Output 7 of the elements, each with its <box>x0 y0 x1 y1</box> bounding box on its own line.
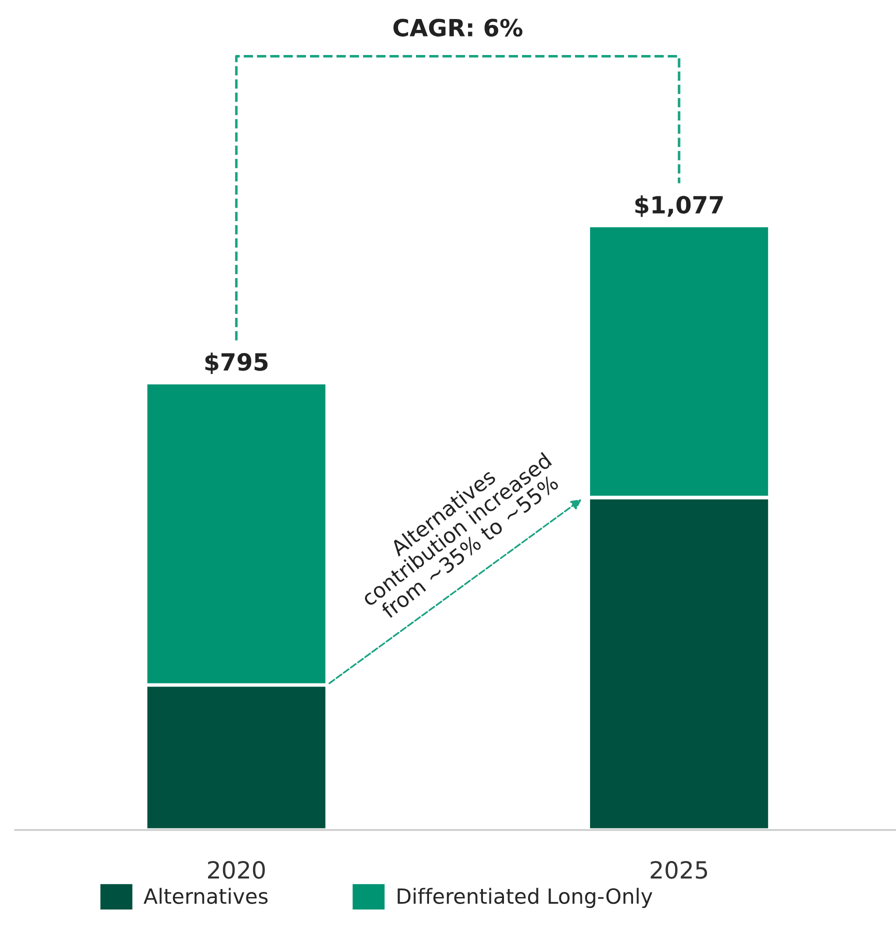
text: CAGR: 6% <box>393 18 522 37</box>
legend-label: Differentiated Long-Only <box>398 888 652 908</box>
annotation: $1,077 <box>635 195 723 217</box>
annotation: $795 <box>205 352 268 374</box>
legend-label: Alternatives <box>144 888 268 904</box>
x-tick-label: 2020 <box>208 860 265 879</box>
x-tick-label: 2025 <box>650 860 708 879</box>
